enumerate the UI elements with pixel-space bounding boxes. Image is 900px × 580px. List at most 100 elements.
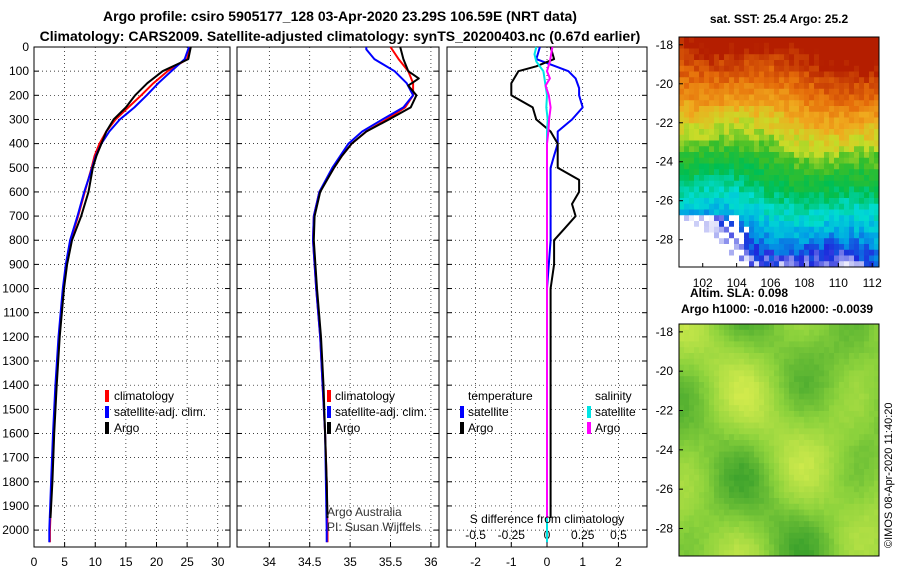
sst-cell [794,94,800,101]
sla-cell [779,463,785,470]
sla-cell [699,445,705,453]
sst-cell [759,175,765,182]
sst-cell [799,77,805,84]
sla-cell [799,399,805,406]
sla-cell [844,521,850,528]
sla-cell [764,445,770,453]
sst-cell [874,106,880,113]
sla-cell [809,364,815,371]
sla-cell [844,445,850,453]
sla-cell [714,486,720,493]
sla-cell [739,329,745,337]
sst-cell [874,232,880,239]
sla-cell [739,538,745,545]
sst-cell [874,152,880,159]
sla-cell [859,469,865,476]
sst-cell [794,146,800,153]
sst-cell [744,261,750,268]
sst-cell [814,221,820,228]
sla-cell [709,521,715,528]
sla-cell [744,422,750,429]
sst-cell [709,140,715,147]
sst-cell [689,238,695,245]
sst-cell [754,226,760,233]
sla-cell [794,527,800,534]
sla-cell [844,538,850,545]
sla-cell [874,341,880,348]
sla-cell [709,486,715,493]
sla-cell [754,405,760,412]
sla-cell [799,422,805,429]
sst-cell [814,175,820,182]
sst-cell [729,48,735,55]
sla-cell [759,347,765,354]
sla-cell [739,370,745,377]
sla-cell [724,492,730,499]
sla-cell [814,474,820,482]
sla-cell [859,364,865,371]
sst-cell [769,134,775,141]
sst-cell [859,261,865,268]
sst-cell [679,238,685,245]
sst-cell [814,146,820,153]
sst-cell [849,111,855,118]
sla-cell [819,411,825,418]
sla-cell [864,486,870,493]
sla-cell [784,509,790,516]
sla-cell [874,347,880,354]
sla-cell [874,422,880,429]
sla-cell [779,544,785,551]
sla-cell [679,469,685,476]
sla-cell [729,411,735,418]
sla-cell [729,509,735,516]
sla-cell [814,347,820,354]
sst-cell [869,244,875,251]
sst-cell [789,238,795,245]
sla-cell [759,527,765,534]
sst-cell [809,134,815,141]
sst-cell [769,163,775,170]
sla-cell [734,527,740,534]
sst-cell [814,244,820,251]
sst-cell [769,209,775,216]
sst-cell [709,180,715,187]
sst-cell [859,169,865,176]
sla-cell [864,376,870,383]
sst-cell [819,255,825,262]
sla-cell [844,480,850,487]
sla-cell [819,486,825,493]
sla-cell [844,515,850,522]
sla-cell [864,353,870,360]
sla-cell [814,399,820,406]
sst-cell [779,175,785,182]
sst-cell [804,106,810,113]
sla-cell [854,335,860,342]
sla-cell [704,399,710,406]
sst-cell [754,221,760,228]
sst-cell [824,169,830,176]
sla-cell [774,457,780,464]
sla-cell [819,428,825,435]
sst-cell [714,77,720,84]
sst-cell [839,140,845,147]
sst-cell [719,244,725,251]
sla-cell [779,353,785,360]
sst-cell [844,261,850,268]
sst-cell [839,180,845,187]
sla-cell [824,445,830,453]
sla-cell [779,498,785,505]
sla-cell [809,451,815,458]
sla-cell [839,335,845,342]
sst-cell [744,42,750,49]
sst-cell [719,111,725,118]
sla-cell [714,527,720,534]
sla-cell [864,457,870,464]
sla-cell [874,532,880,540]
difference-lines [510,46,584,543]
sla-cell [874,428,880,435]
sla-cell [849,521,855,528]
sst-cell [849,140,855,147]
sst-cell [869,60,875,67]
sla-cell [874,474,880,482]
sla-cell [739,405,745,412]
